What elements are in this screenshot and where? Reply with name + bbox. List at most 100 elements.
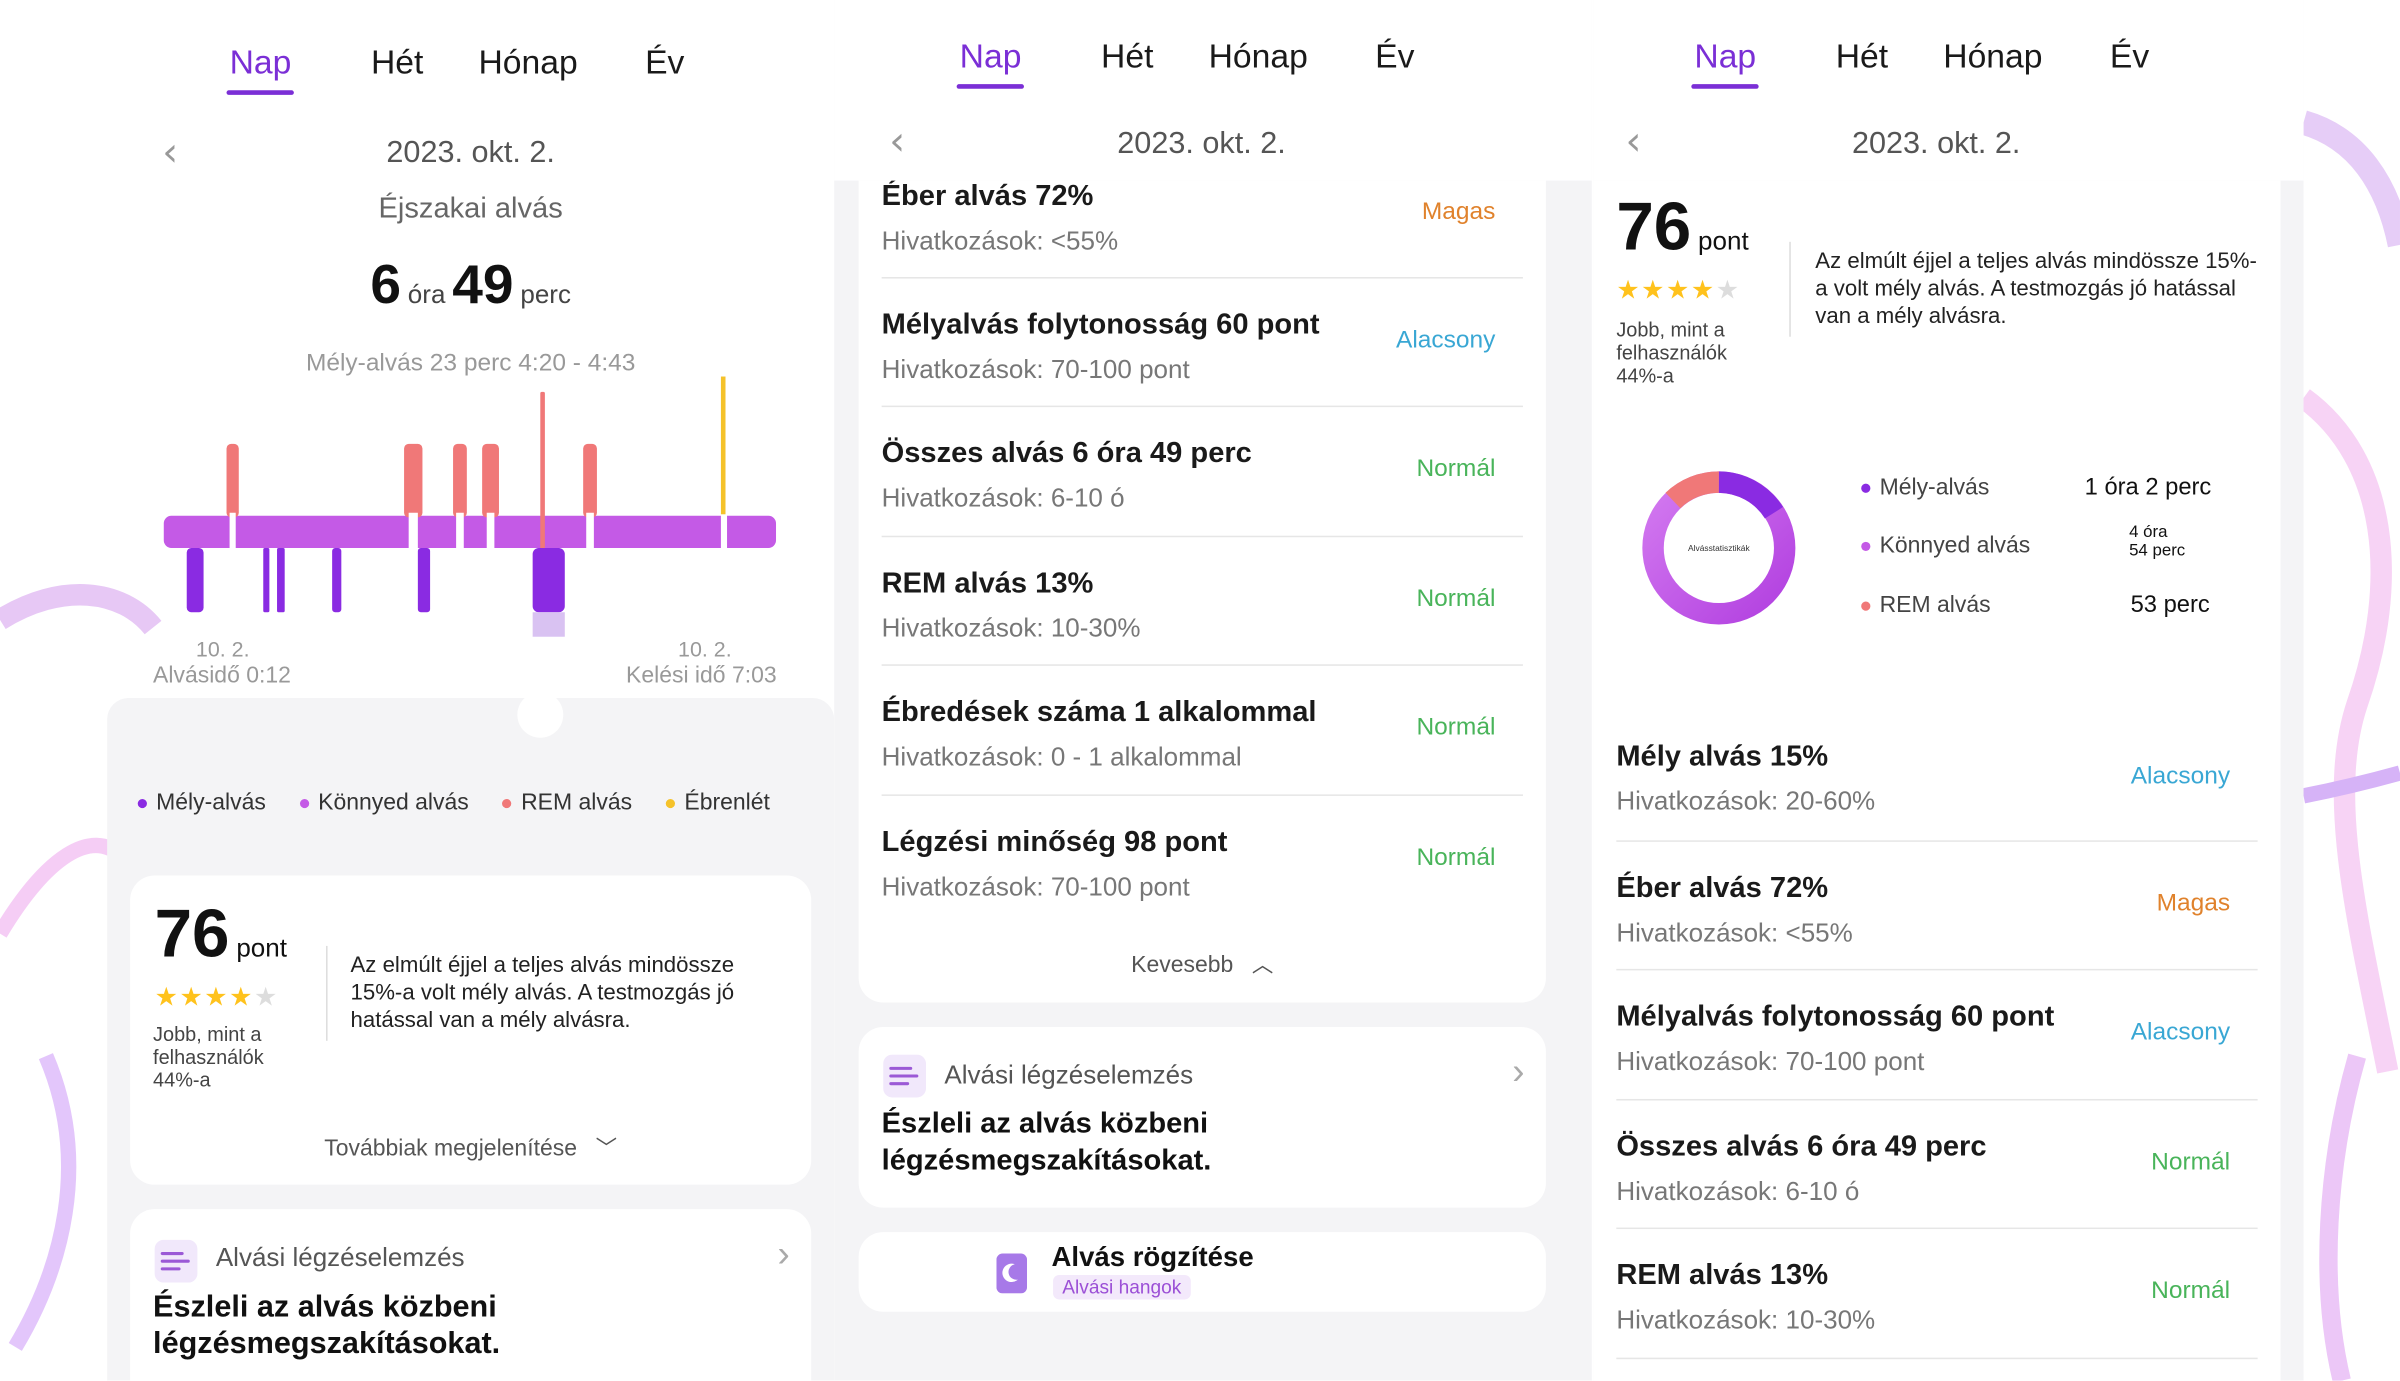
metric-status: Normál bbox=[2151, 1278, 2231, 1305]
duration-minutes: 49 bbox=[452, 252, 514, 316]
chart-handle[interactable] bbox=[517, 691, 564, 738]
breathing-card[interactable]: Alvási légzéselemzés › Észleli az alvás … bbox=[130, 1209, 812, 1381]
tab-week[interactable]: Hét bbox=[1101, 36, 1154, 75]
stats-label: Könnyed alvás bbox=[1879, 532, 2031, 559]
score-value-row: 76 pont bbox=[1616, 190, 1748, 267]
metric-status: Alacsony bbox=[2130, 763, 2231, 790]
tab-month[interactable]: Hónap bbox=[1943, 36, 2043, 75]
wake-label: Kelési idő 7:03 bbox=[626, 662, 777, 689]
metric-row: Mélyalvás folytonosság 60 pont Hivatkozá… bbox=[881, 279, 1523, 408]
metric-reference: Hivatkozások: 70-100 pont bbox=[881, 355, 1190, 385]
stats-card: 76 pont ★★★★★ Jobb, mint a felhasználók … bbox=[1593, 180, 2281, 1381]
stats-value: 4 óra 54 perc bbox=[2129, 523, 2185, 560]
stats-row: REM alvás 53 perc bbox=[1861, 592, 2274, 620]
panel-day-sleep: Nap Hét Hónap Év ‹ 2023. okt. 2. Éjszaka… bbox=[107, 0, 835, 1381]
show-more-button[interactable]: Továbbiak megjelenítése ﹀ bbox=[130, 1133, 811, 1164]
tab-month[interactable]: Hónap bbox=[478, 42, 578, 82]
metric-status: Normál bbox=[1416, 714, 1496, 741]
date-label: 2023. okt. 2. bbox=[1117, 127, 1286, 161]
score-compare: Jobb, mint a felhasználók 44%-a bbox=[153, 1022, 264, 1092]
show-less-button[interactable]: Kevesebb ︿ bbox=[859, 949, 1546, 980]
date-label: 2023. okt. 2. bbox=[1851, 127, 2021, 161]
panel-day-details: Nap Hét Hónap Év ‹ 2023. okt. 2. Éber al… bbox=[834, 0, 1592, 1381]
hours-unit: óra bbox=[407, 280, 446, 310]
sleep-stats-donut: Alvásstatisztikák bbox=[1642, 471, 1796, 625]
legend-label: Mély-alvás bbox=[156, 789, 266, 816]
metric-status: Alacsony bbox=[1396, 327, 1496, 354]
back-chevron-icon[interactable]: ‹ bbox=[1625, 119, 1642, 166]
date-label: 2023. okt. 2. bbox=[386, 136, 555, 170]
stats-value: 1 óra 2 perc bbox=[2084, 474, 2212, 501]
metric-reference: Hivatkozások: 20-60% bbox=[1616, 786, 1876, 816]
metric-status: Normál bbox=[1416, 456, 1496, 483]
rem-spikes bbox=[226, 391, 597, 561]
panel-day-stats: Nap Hét Hónap Év ‹ 2023. okt. 2. 76 pont… bbox=[1593, 0, 2304, 1381]
metric-reference: Hivatkozások: 10-30% bbox=[881, 613, 1141, 643]
metric-status: Normál bbox=[1416, 586, 1496, 613]
sleep-record-card[interactable]: Alvás rögzítése Alvási hangok bbox=[858, 1232, 1546, 1312]
wake-date: 10. 2. bbox=[678, 636, 732, 662]
metric-status: Normál bbox=[2151, 1149, 2231, 1176]
metric-row: Összes alvás 6 óra 49 perc Hivatkozások:… bbox=[1616, 1101, 2258, 1230]
period-tabs: Nap Hét Hónap Év bbox=[956, 36, 1415, 89]
metric-title: Összes alvás 6 óra 49 perc bbox=[1616, 1131, 1987, 1164]
tab-year[interactable]: Év bbox=[645, 42, 685, 82]
metric-row: REM alvás 13% Hivatkozások: 10-30% Normá… bbox=[1616, 1229, 2258, 1360]
period-tabs: Nap Hét Hónap Év bbox=[1691, 36, 2150, 89]
sleep-start-label: Alvásidő 0:12 bbox=[153, 662, 291, 689]
breathing-description: Észleli az alvás közbeni légzésmegszakít… bbox=[881, 1108, 1212, 1178]
stats-label: REM alvás bbox=[1879, 592, 1991, 619]
panel1-grey-area: Mély-alvás Könnyed alvás REM alvás Ébren… bbox=[107, 691, 835, 1381]
donut-deep-segment bbox=[1718, 471, 1784, 519]
sleep-duration: 6 óra 49 perc bbox=[107, 253, 834, 317]
legend-item: REM alvás bbox=[502, 789, 633, 816]
back-chevron-icon[interactable]: ‹ bbox=[889, 119, 906, 166]
tab-month[interactable]: Hónap bbox=[1208, 36, 1308, 75]
breathing-card[interactable]: Alvási légzéselemzés › Észleli az alvás … bbox=[858, 1027, 1546, 1208]
metric-reference: Hivatkozások: 6-10 ó bbox=[1616, 1177, 1860, 1207]
tab-day[interactable]: Nap bbox=[1691, 36, 1760, 89]
stats-value-hours: 4 óra bbox=[2129, 523, 2168, 542]
metric-reference: Hivatkozások: <55% bbox=[1616, 918, 1853, 948]
metric-row: Összes alvás 6 óra 49 perc Hivatkozások:… bbox=[881, 407, 1523, 538]
metric-row: Ébredések száma 1 alkalommal Hivatkozáso… bbox=[881, 666, 1523, 796]
metric-title: Mélyalvás folytonosság 60 pont bbox=[1616, 1001, 2055, 1034]
tab-year[interactable]: Év bbox=[1375, 36, 1415, 75]
legend-label: REM alvás bbox=[521, 789, 633, 816]
metric-row: Mély alvás 15% Hivatkozások: 20-60% Alac… bbox=[1616, 710, 2258, 842]
metric-row: Légzési minőség 98 pont Hivatkozások: 70… bbox=[882, 796, 1523, 925]
tab-week[interactable]: Hét bbox=[370, 42, 424, 82]
legend-label: Ébrenlét bbox=[684, 789, 770, 816]
metric-reference: Hivatkozások: 6-10 ó bbox=[881, 483, 1125, 513]
tab-day[interactable]: Nap bbox=[956, 36, 1026, 89]
breathing-title: Alvási légzéselemzés bbox=[215, 1242, 465, 1272]
stats-row: Mély-alvás 1 óra 2 perc bbox=[1861, 474, 2274, 502]
metric-reference: Hivatkozások: 70-100 pont bbox=[881, 872, 1190, 902]
tab-week[interactable]: Hét bbox=[1835, 36, 1889, 75]
metric-row: REM alvás 13% Hivatkozások: 10-30% Normá… bbox=[881, 537, 1523, 666]
tab-year[interactable]: Év bbox=[2109, 36, 2150, 75]
metric-title: Légzési minőség 98 pont bbox=[881, 826, 1228, 859]
legend-item: Könnyed alvás bbox=[299, 790, 469, 816]
stats-row: Könnyed alvás 4 óra 54 perc bbox=[1861, 523, 2274, 560]
metric-title: Összes alvás 6 óra 49 perc bbox=[881, 437, 1252, 470]
show-less-label: Kevesebb bbox=[1131, 952, 1234, 979]
metric-title: Mélyalvás folytonosság 60 pont bbox=[881, 309, 1320, 342]
light-sleep-band bbox=[163, 515, 777, 548]
chevron-up-icon: ︿ bbox=[1251, 952, 1274, 977]
panel3-header: Nap Hét Hónap Év ‹ 2023. okt. 2. bbox=[1593, 0, 2304, 181]
metric-reference: Hivatkozások: <55% bbox=[881, 226, 1119, 256]
metric-row: Mélyalvás folytonosság 60 pont Hivatkozá… bbox=[1616, 970, 2258, 1101]
stats-value-minutes: 54 perc bbox=[2129, 541, 2186, 561]
chevron-right-icon: › bbox=[1512, 1051, 1525, 1093]
deep-sleep-blocks bbox=[186, 547, 565, 613]
sleep-type-label: Éjszakai alvás bbox=[378, 192, 563, 225]
metric-reference: Hivatkozások: 10-30% bbox=[1616, 1305, 1876, 1335]
donut-center-label: Alvásstatisztikák bbox=[1688, 543, 1750, 553]
metric-status: Normál bbox=[1416, 844, 1496, 871]
tab-day[interactable]: Nap bbox=[226, 42, 296, 95]
stats-value: 53 perc bbox=[2130, 592, 2210, 619]
back-chevron-icon[interactable]: ‹ bbox=[162, 130, 179, 177]
